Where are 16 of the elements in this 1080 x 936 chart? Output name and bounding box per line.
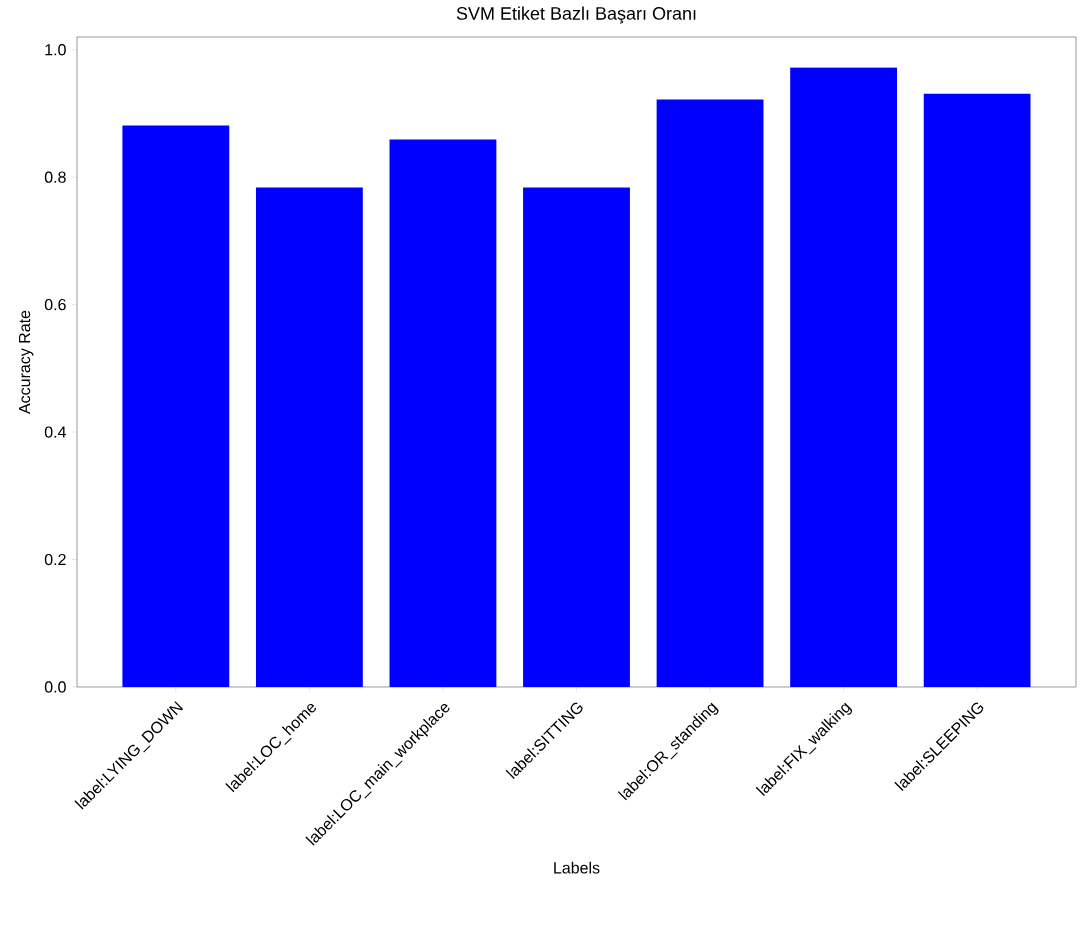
chart-title: SVM Etiket Bazlı Başarı Oranı: [456, 6, 696, 24]
bar: [389, 139, 497, 687]
y-tick-label: 0.8: [44, 171, 66, 183]
bar: [790, 67, 898, 687]
bar: [656, 99, 764, 687]
y-tick-label: 0.6: [44, 298, 66, 311]
y-tick-label: 1.0: [45, 44, 66, 56]
bar: [255, 187, 363, 687]
x-axis-title: Labels: [554, 861, 600, 874]
y-axis-title: Accuracy Rate: [19, 310, 34, 414]
y-tick-label: 0.0: [44, 681, 66, 693]
y-tick-label: 0.4: [44, 426, 66, 438]
y-tick-label: 0.2: [44, 553, 66, 566]
bar: [122, 125, 230, 687]
bar: [923, 93, 1031, 687]
bar: [523, 187, 630, 687]
